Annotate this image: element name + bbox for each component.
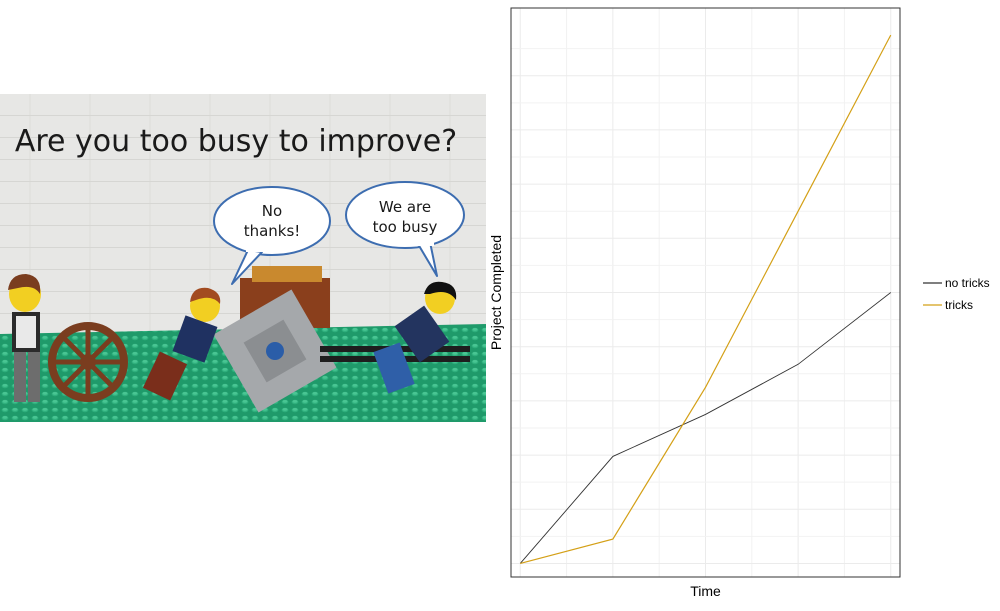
lego-photo: Are you too busy to improve? No thanks! …	[0, 94, 486, 422]
lego-scene: Are you too busy to improve? No thanks! …	[0, 94, 486, 422]
chart-container: Time Project Completed no tricks tricks	[486, 0, 1000, 606]
bubble-left-line-1: No	[262, 202, 282, 220]
line-chart: Time Project Completed no tricks tricks	[488, 7, 990, 599]
speech-bubble-left: No thanks!	[213, 186, 331, 285]
legend-label-no-tricks: no tricks	[945, 276, 990, 290]
plot-panel-border	[510, 7, 901, 578]
bubble-right-line-2: too busy	[373, 218, 438, 236]
minifig-pushing	[142, 287, 221, 401]
speech-bubble-right: We are too busy	[345, 181, 465, 277]
x-axis-label: Time	[690, 583, 721, 599]
series-line-no-tricks	[519, 292, 892, 564]
legend-label-tricks: tricks	[945, 298, 973, 312]
bubble-right-line-1: We are	[379, 198, 431, 216]
gridlines	[511, 8, 900, 577]
photo-title: Are you too busy to improve?	[15, 124, 457, 159]
bubble-left-line-2: thanks!	[244, 222, 301, 240]
minifig-pulling	[373, 281, 457, 394]
minifig-with-wheel	[8, 274, 128, 402]
y-axis-label: Project Completed	[488, 235, 504, 350]
series-line-tricks	[520, 34, 892, 565]
series-layer	[519, 34, 892, 565]
legend: no tricks tricks	[923, 276, 990, 312]
